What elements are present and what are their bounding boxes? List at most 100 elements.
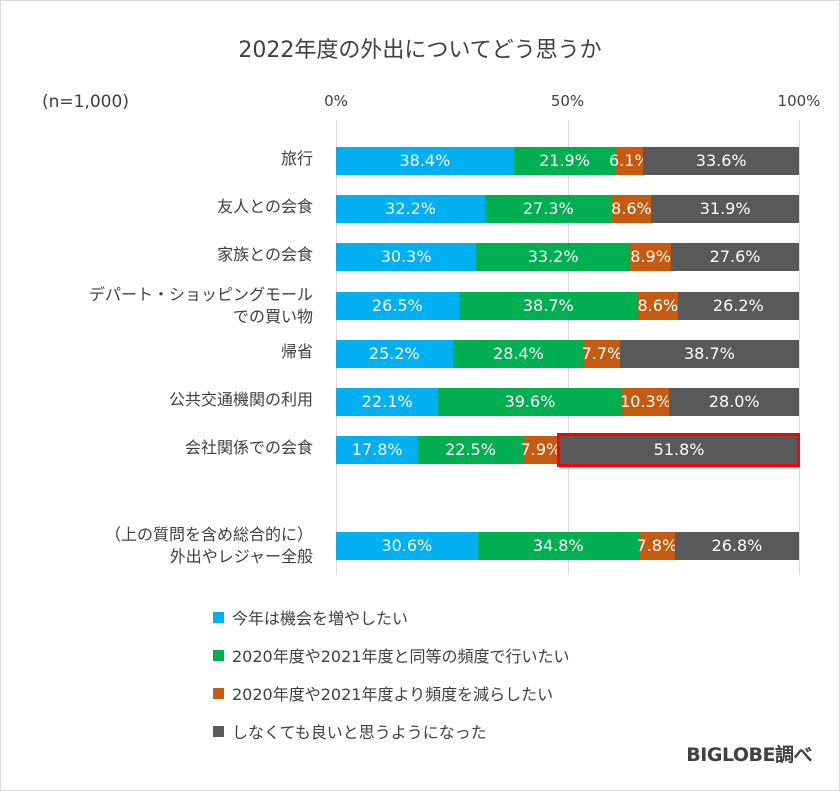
bar-segment — [336, 147, 514, 175]
data-label: 22.5% — [445, 440, 496, 459]
bar-segment — [336, 292, 459, 320]
bar-segment — [651, 195, 799, 223]
bar-row: 17.8% 22.5% 7.9% 51.8% — [336, 433, 800, 467]
legend-swatch — [213, 649, 224, 661]
highlight-box — [557, 433, 800, 467]
category-label: デパート・ショッピングモールでの買い物 — [89, 284, 313, 328]
category-label: （上の質問を含め総合的に） 外出やレジャー全般 — [105, 524, 313, 568]
category-label: 公共交通機関の利用 — [169, 389, 313, 411]
data-label: 26.2% — [712, 296, 764, 315]
data-label: 33.2% — [527, 247, 579, 266]
bar-segment — [559, 436, 799, 464]
x-tick-label: 100% — [777, 92, 821, 110]
data-label: 51.8% — [653, 440, 705, 459]
bar-segment — [485, 195, 612, 223]
data-label: 30.3% — [380, 247, 432, 266]
legend-item: 2020年度や2021年度と同等の頻度で行いたい — [213, 636, 569, 674]
legend-label: 今年は機会を増やしたい — [232, 609, 409, 628]
bar-segment — [677, 292, 799, 320]
bar-row: 30.6% 34.8% 7.8% 26.8% — [336, 532, 799, 560]
data-label: 26.8% — [711, 536, 763, 555]
bar-segment — [336, 388, 439, 416]
legend-item: 今年は機会を増やしたい — [213, 598, 569, 636]
legend-label: 2020年度や2021年度より頻度を減らしたい — [232, 685, 554, 704]
source-note: BIGLOBE調べ — [686, 744, 812, 766]
legend-swatch — [213, 687, 224, 699]
category-label-line: 外出やレジャー全般 — [169, 547, 313, 566]
category-label: 友人との会食 — [217, 196, 313, 218]
bar-segment — [621, 388, 670, 416]
bar-row: 25.2% 28.4% 7.7% 38.7% — [336, 340, 799, 368]
data-label: 22.1% — [361, 392, 413, 411]
bar-row: 38.4% 21.9% 6.1% 33.6% — [336, 147, 799, 175]
bar-segment — [671, 243, 799, 271]
bar-segment — [458, 292, 638, 320]
category-label: 家族との会食 — [217, 244, 313, 266]
data-label: 38.7% — [522, 296, 574, 315]
category-label-line: での買い物 — [232, 307, 313, 326]
data-label: 25.2% — [368, 344, 420, 363]
category-label-line: 友人との会食 — [217, 197, 313, 216]
data-label: 34.8% — [532, 536, 584, 555]
legend-label: しなくても良いと思うようになった — [232, 723, 487, 742]
bar-segment — [630, 243, 672, 271]
category-label-line: 帰省 — [280, 342, 313, 361]
bar-segment — [336, 195, 486, 223]
category-label-line: 家族との会食 — [217, 245, 313, 264]
x-tick-label: 0% — [324, 92, 348, 110]
legend-item: 2020年度や2021年度より頻度を減らしたい — [213, 674, 569, 712]
bar-segment — [584, 340, 620, 368]
data-label: 31.9% — [699, 199, 751, 218]
x-tick-label: 50% — [550, 92, 585, 110]
bar-row: 30.3% 33.2% 8.9% 27.6% — [336, 243, 799, 271]
legend-swatch — [213, 725, 224, 737]
bar-segment — [438, 388, 622, 416]
bar-segment — [513, 147, 616, 175]
bar-segment — [336, 243, 477, 271]
category-label-line: デパート・ショッピングモール — [88, 285, 313, 304]
category-label-line: 旅行 — [280, 149, 313, 168]
bar-row: 32.2% 27.3% 8.6% 31.9% — [336, 195, 799, 223]
data-label: 7.8% — [636, 536, 678, 555]
chart-title: 2022年度の外出についてどう思うか — [238, 38, 602, 63]
bar-row: 22.1% 39.6% 10.3% 28.0% — [336, 388, 799, 416]
bar-segment — [611, 195, 652, 223]
bar-segment — [643, 147, 799, 175]
bar-segment — [615, 147, 644, 175]
category-label: 旅行 — [281, 148, 313, 170]
data-label: 7.9% — [520, 440, 562, 459]
bar-segment — [619, 340, 799, 368]
bar-segment — [452, 340, 585, 368]
bar-row: 26.5% 38.7% 8.6% 26.2% — [336, 292, 799, 320]
bar-segment — [637, 292, 678, 320]
data-label: 32.2% — [385, 199, 436, 218]
data-label: 28.0% — [708, 392, 760, 411]
data-label: 8.6% — [611, 199, 652, 218]
sample-size-note: (n=1,000) — [42, 92, 129, 112]
data-label: 27.3% — [522, 199, 574, 218]
data-label: 26.5% — [371, 296, 423, 315]
gridline — [799, 120, 800, 575]
data-label: 38.7% — [683, 344, 735, 363]
data-label: 8.9% — [630, 247, 671, 266]
data-label: 28.4% — [493, 344, 544, 363]
data-label: 27.6% — [709, 247, 761, 266]
category-label: 会社関係での会食 — [185, 437, 313, 459]
bar-segment — [638, 532, 675, 560]
bar-segment — [522, 436, 560, 464]
category-label: 帰省 — [281, 341, 313, 363]
data-label: 38.4% — [399, 151, 451, 170]
category-label-line: 会社関係での会食 — [184, 438, 313, 457]
bar-segment — [476, 243, 630, 271]
category-label-line: 公共交通機関の利用 — [168, 390, 313, 409]
bar-segment — [674, 532, 799, 560]
data-label: 39.6% — [504, 392, 556, 411]
data-label: 30.6% — [381, 536, 433, 555]
bar-segment — [336, 436, 419, 464]
legend-label: 2020年度や2021年度と同等の頻度で行いたい — [232, 647, 570, 666]
legend-item: しなくても良いと思うようになった — [213, 712, 569, 750]
data-label: 33.6% — [695, 151, 747, 170]
data-label: 17.8% — [351, 440, 403, 459]
data-label: 6.1% — [608, 151, 650, 170]
data-label: 21.9% — [539, 151, 590, 170]
